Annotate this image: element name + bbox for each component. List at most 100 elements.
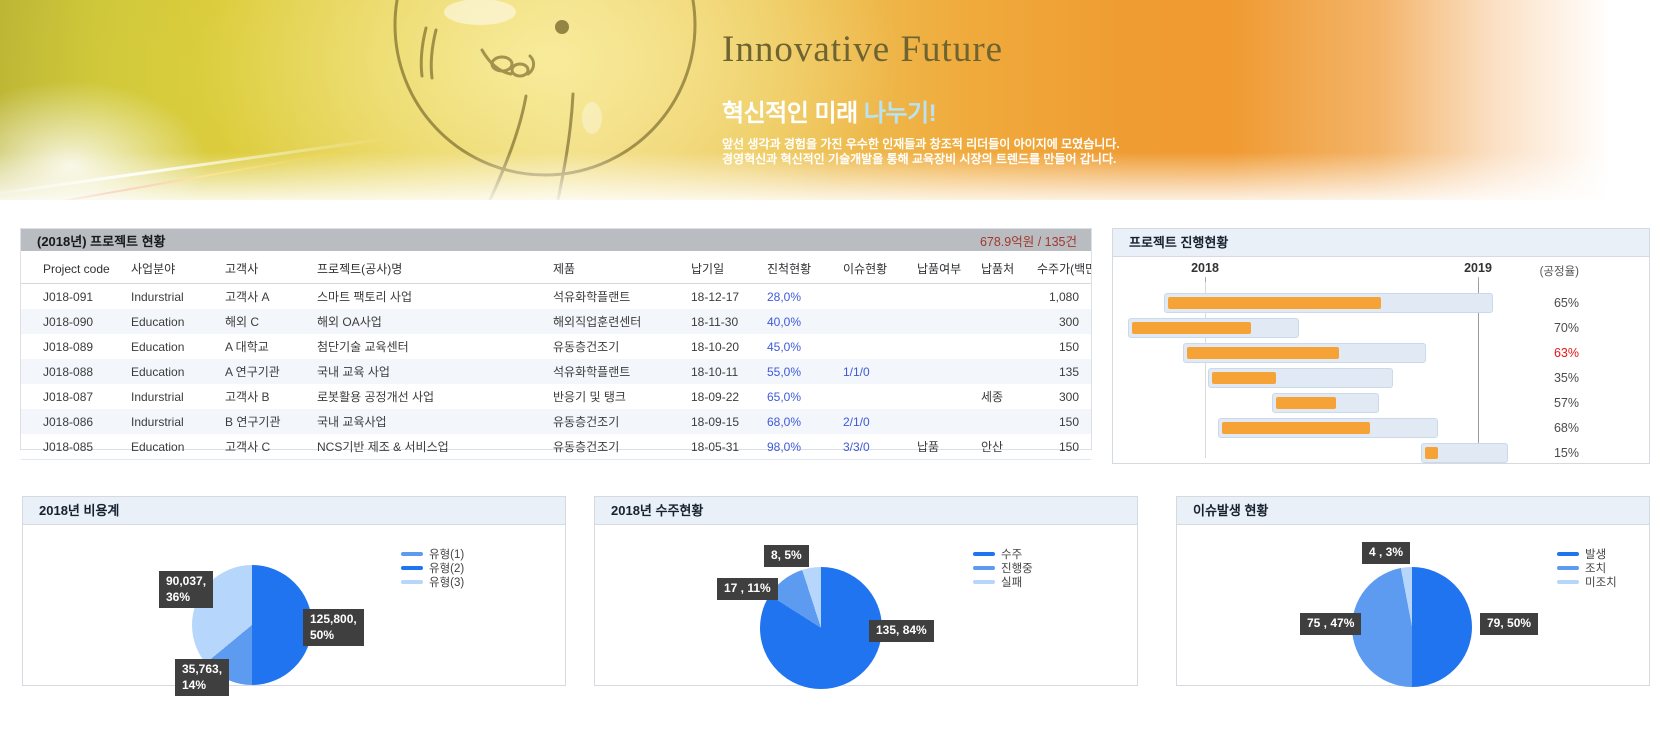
gantt-track-area [1121, 318, 1521, 338]
gantt-year-end: 2019 [1464, 261, 1492, 275]
gantt-axis-tick [1478, 277, 1479, 282]
pie-panel-title: 2018년 수주현황 [595, 497, 1137, 525]
cell-7[interactable] [839, 309, 913, 334]
gantt-progress-bar [1425, 447, 1438, 459]
gantt-track [1164, 293, 1493, 313]
cell-10: 300 [1058, 389, 1079, 404]
cell-6[interactable]: 98,0% [763, 434, 839, 460]
pie-data-label: 4 , 3% [1362, 542, 1411, 564]
cell-7[interactable]: 3/3/0 [839, 434, 913, 460]
gantt-axis-tick [1205, 277, 1206, 282]
gantt-chart: 2018 2019 (공정율) 65% 70% 63% 35% 57% 68% 15% [1113, 257, 1649, 464]
legend: 발생 조치 미조치 [1557, 547, 1617, 589]
cell-8 [913, 409, 977, 434]
gantt-row: 70% [1113, 318, 1649, 338]
banner-subtitle-white: 혁신적인 미래 [722, 100, 858, 127]
gantt-track-area [1121, 443, 1521, 463]
project-status-table-panel: (2018년) 프로젝트 현황 678.9억원 / 135건 Project c… [20, 228, 1092, 460]
legend-swatch [401, 565, 423, 570]
legend-label: 발생 [1585, 548, 1607, 561]
cell-9 [977, 334, 1033, 359]
gantt-progress-bar [1221, 422, 1371, 434]
cell-0: J018-089 [43, 339, 94, 354]
cell-0: J018-088 [43, 364, 94, 379]
gantt-percent-label: 35% [1553, 371, 1579, 385]
cell-6[interactable]: 45,0% [767, 339, 802, 354]
cell-6[interactable]: 40,0% [767, 314, 802, 329]
cell-6[interactable]: 55,0% [767, 364, 802, 379]
cell-7[interactable] [839, 284, 913, 310]
cell-9 [977, 409, 1033, 434]
gantt-percent-label: 70% [1553, 321, 1579, 335]
cell-6[interactable]: 65,0% [767, 389, 802, 404]
banner-subtitle: 혁신적인 미래 나누기! [722, 93, 1120, 128]
cell-6[interactable]: 68,0% [767, 414, 802, 429]
table-header-row: Project code 사업분야 고객사 프로젝트(공사)명 제품 납기일 진척현황 이슈현… [21, 253, 1091, 284]
column-header-6: 진척현황 [763, 253, 839, 284]
cell-4: 석유화학플랜트 [553, 365, 631, 379]
cell-4: 해외직업훈련센터 [553, 315, 642, 329]
cell-10: 150 [1058, 414, 1079, 429]
cell-5: 18-09-22 [691, 389, 740, 404]
cell-8 [913, 284, 977, 310]
gantt-year-start: 2018 [1191, 261, 1219, 275]
cell-2: A 대학교 [225, 340, 269, 354]
cell-6[interactable]: 28,0% [767, 289, 802, 304]
cell-5: 18-10-11 [691, 364, 739, 379]
cell-5: 18-10-20 [691, 339, 740, 354]
legend-item: 유형(2) [401, 561, 464, 575]
column-header-8: 납품여부 [913, 253, 977, 284]
cell-9 [977, 284, 1033, 310]
gantt-track [1421, 443, 1509, 463]
gantt-track-area [1121, 343, 1521, 363]
legend: 수주 진행중 실패 [973, 547, 1033, 589]
gantt-track-area [1121, 393, 1521, 413]
legend-label: 조치 [1585, 562, 1607, 575]
gantt-progress-bar [1132, 322, 1251, 334]
banner-subtitle-accent: 나누기! [863, 100, 937, 127]
pie-data-label: 75 , 47% [1300, 613, 1362, 635]
banner-text-block: Innovative Future 혁신적인 미래 나누기! 앞선 생각과 경험… [722, 28, 1120, 167]
gantt-percent-label: 68% [1553, 421, 1579, 435]
pie-data-label: 79, 50% [1480, 613, 1539, 635]
table-row: J018-086 Indurstrial B 연구기관 국내 교육사업 유동층건조기 18… [21, 409, 1091, 434]
cell-7[interactable] [839, 384, 913, 409]
banner-description: 앞선 생각과 경험을 가진 우수한 인재들과 창조적 리더들이 아이지에 모였습… [722, 137, 1120, 167]
pie-chart [1352, 567, 1472, 687]
legend-label: 유형(3) [429, 576, 465, 589]
column-header-5: 납기일 [687, 253, 763, 284]
cell-2: B 연구기관 [225, 415, 281, 429]
gantt-track-area [1121, 418, 1521, 438]
pie-data-label: 8, 5% [764, 545, 809, 567]
pie-data-label: 17 , 11% [717, 578, 778, 600]
cell-1: Education [127, 434, 221, 460]
cell-1: Indurstrial [131, 414, 184, 429]
gantt-track [1272, 393, 1380, 413]
legend-swatch [973, 551, 995, 556]
legend-swatch [1557, 565, 1579, 570]
cell-10: 150 [1033, 434, 1091, 460]
cell-2: 고객사 C [221, 434, 313, 460]
gantt-progress-bar [1276, 397, 1337, 409]
cell-7[interactable] [839, 334, 913, 359]
table-row: J018-088 Education A 연구기관 국내 교육 사업 석유화학플랜트 18… [21, 359, 1091, 384]
gantt-unit-label: (공정율) [1539, 266, 1579, 278]
table-title: (2018년) 프로젝트 현황 [37, 233, 166, 249]
cell-7[interactable]: 1/1/0 [843, 364, 870, 379]
pie-panel-2: 이슈발생 현황 79, 50% 75 , 47% 4 , 3% 발생 조치 미조치 [1176, 496, 1650, 687]
cell-4: 유동층건조기 [553, 340, 620, 354]
light-streak-colored [0, 148, 358, 200]
cell-10: 1,080 [1048, 289, 1079, 304]
cell-10: 300 [1058, 314, 1079, 329]
cell-7[interactable]: 2/1/0 [843, 414, 870, 429]
cell-2: A 연구기관 [225, 365, 280, 379]
gantt-row: 57% [1113, 393, 1649, 413]
pie-chart-area: 135, 84% 17 , 11% 8, 5% 수주 진행중 실패 [595, 525, 1137, 689]
cell-1: Education [131, 314, 185, 329]
gantt-percent-label: 57% [1553, 396, 1579, 410]
pie-chart [760, 567, 882, 689]
column-header-0: Project code [21, 253, 127, 284]
pie-data-label: 35,763, 14% [175, 659, 230, 697]
legend-item: 수주 [973, 547, 1033, 561]
gantt-gridline-2018 [1205, 282, 1206, 458]
